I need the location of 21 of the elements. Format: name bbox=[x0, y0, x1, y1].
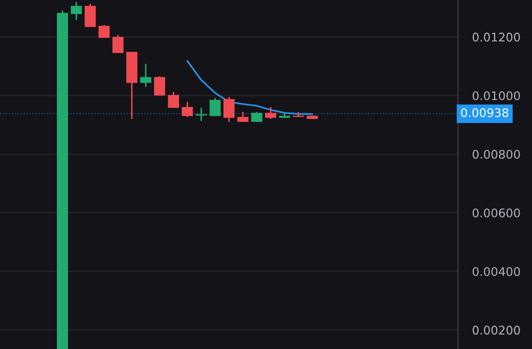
candlestick bbox=[168, 91, 180, 109]
y-tick-label: 0.00400 bbox=[472, 267, 520, 276]
y-tick-label: 0.00200 bbox=[472, 326, 520, 335]
candlestick bbox=[210, 97, 221, 117]
candlestick bbox=[223, 96, 235, 123]
ref-line-label: 0.00938 bbox=[461, 108, 508, 118]
candlestick bbox=[112, 34, 124, 54]
candlestick bbox=[140, 63, 152, 88]
candlestick bbox=[98, 24, 110, 38]
candlestick bbox=[265, 106, 276, 120]
candlestick bbox=[237, 111, 248, 123]
y-tick-label: 0.00600 bbox=[472, 208, 520, 218]
candlestick bbox=[182, 101, 193, 118]
candlestick bbox=[154, 75, 166, 96]
candlestick bbox=[194, 107, 208, 122]
candlestick bbox=[70, 1, 82, 21]
y-tick-label: 0.01000 bbox=[472, 91, 520, 100]
y-tick-label: 0.00800 bbox=[472, 150, 520, 159]
y-tick-label: 0.01200 bbox=[472, 32, 520, 42]
candlestick bbox=[84, 3, 96, 28]
candlestick bbox=[251, 111, 262, 123]
